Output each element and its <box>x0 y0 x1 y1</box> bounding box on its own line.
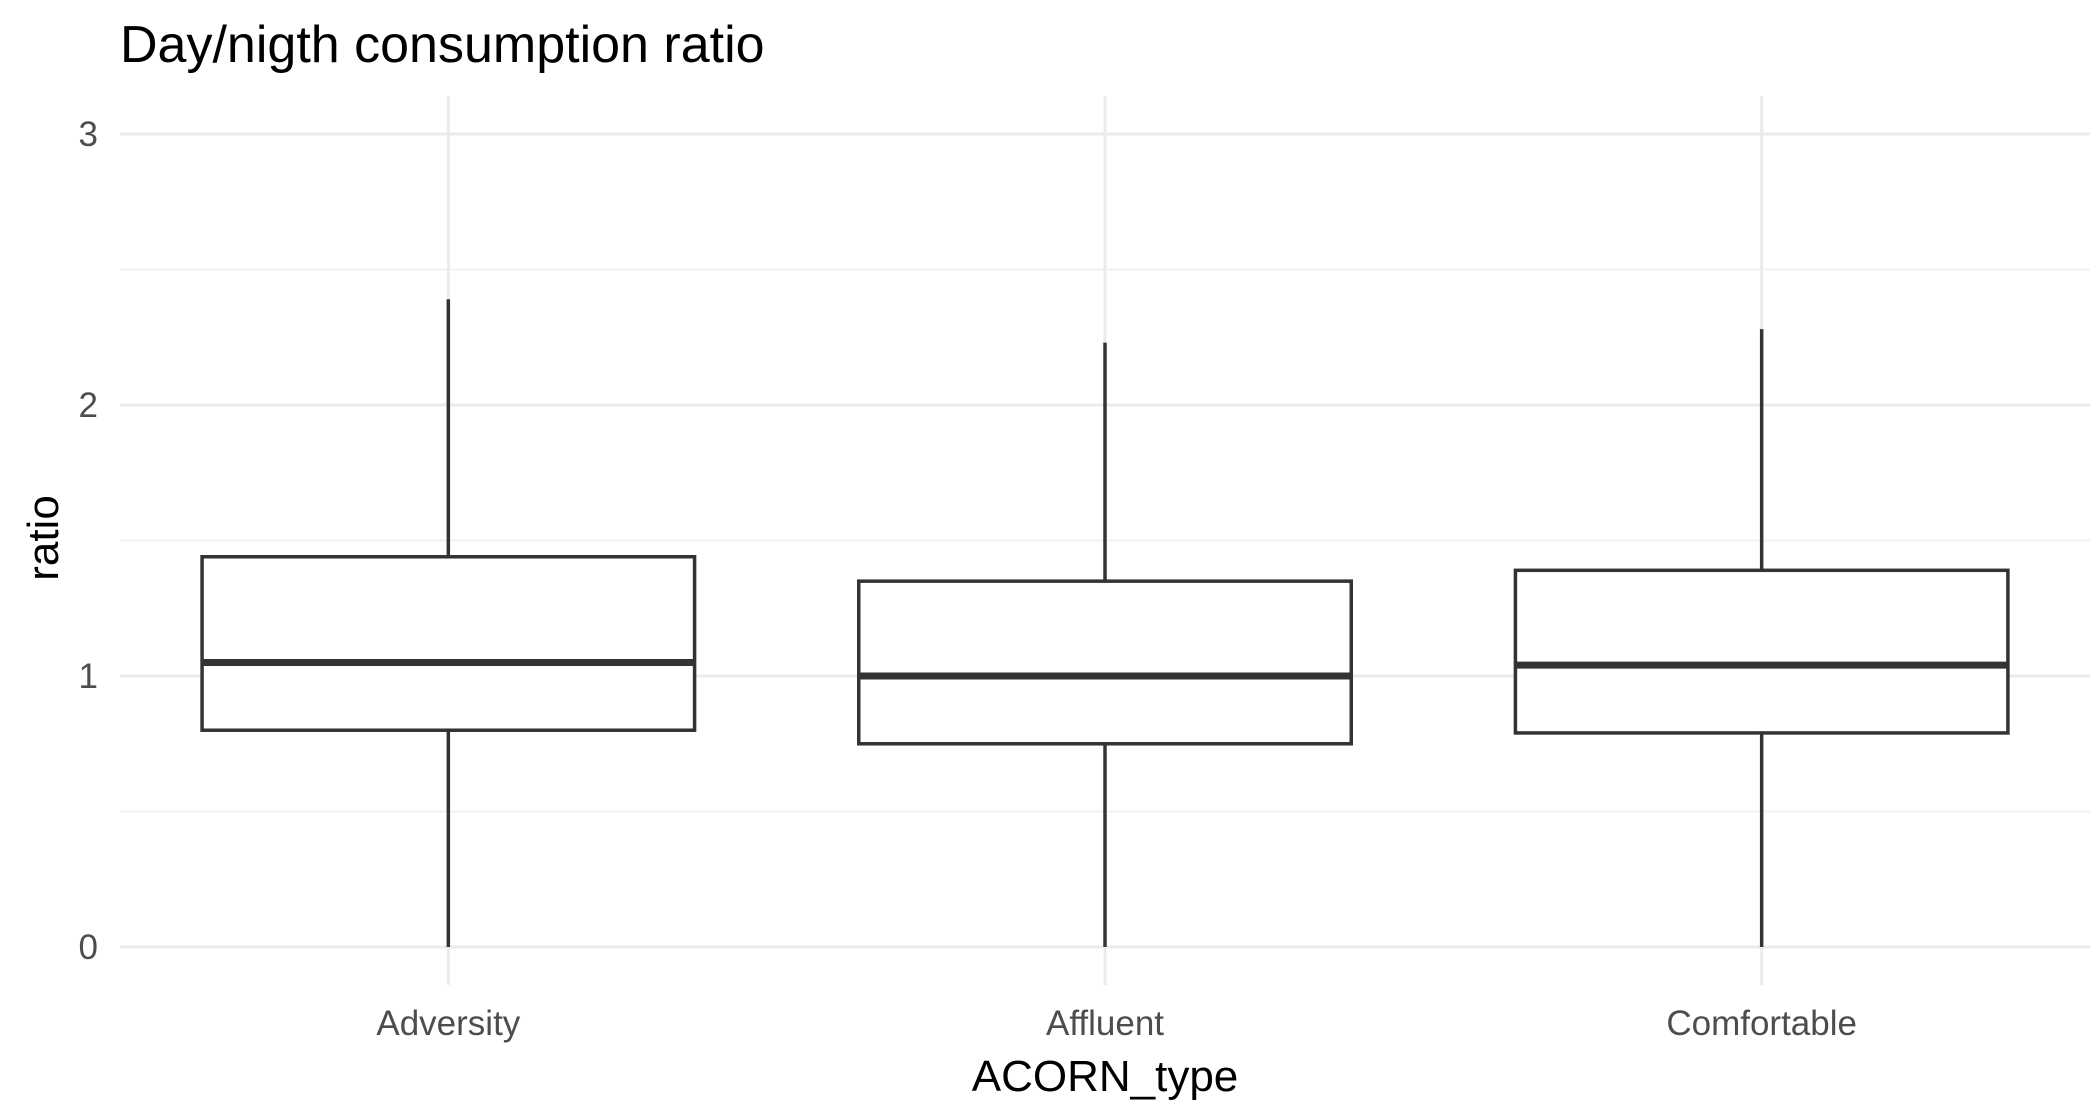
boxplot-adversity <box>200 299 697 948</box>
boxplot-comfortable <box>1513 329 2010 948</box>
tick-layer: 0 1 2 3 Adversity Affluent Comfortable <box>79 115 1857 1043</box>
y-tick-label: 2 <box>79 386 98 425</box>
x-tick-label: Comfortable <box>1666 1004 1857 1043</box>
x-tick-label: Affluent <box>1046 1004 1164 1043</box>
chart-title: Day/nigth consumption ratio <box>120 16 765 74</box>
box-iqr <box>200 555 697 732</box>
y-tick-label: 3 <box>79 115 98 154</box>
box-iqr <box>857 579 1353 746</box>
y-tick-label: 0 <box>79 928 98 967</box>
y-axis-title: ratio <box>19 495 68 581</box>
y-tick-label: 1 <box>79 657 98 696</box>
x-axis-title: ACORN_type <box>972 1052 1239 1101</box>
box-iqr <box>1513 568 2010 735</box>
x-tick-label: Adversity <box>376 1004 520 1043</box>
boxplot-affluent <box>857 342 1353 948</box>
box-layer <box>200 299 2010 948</box>
